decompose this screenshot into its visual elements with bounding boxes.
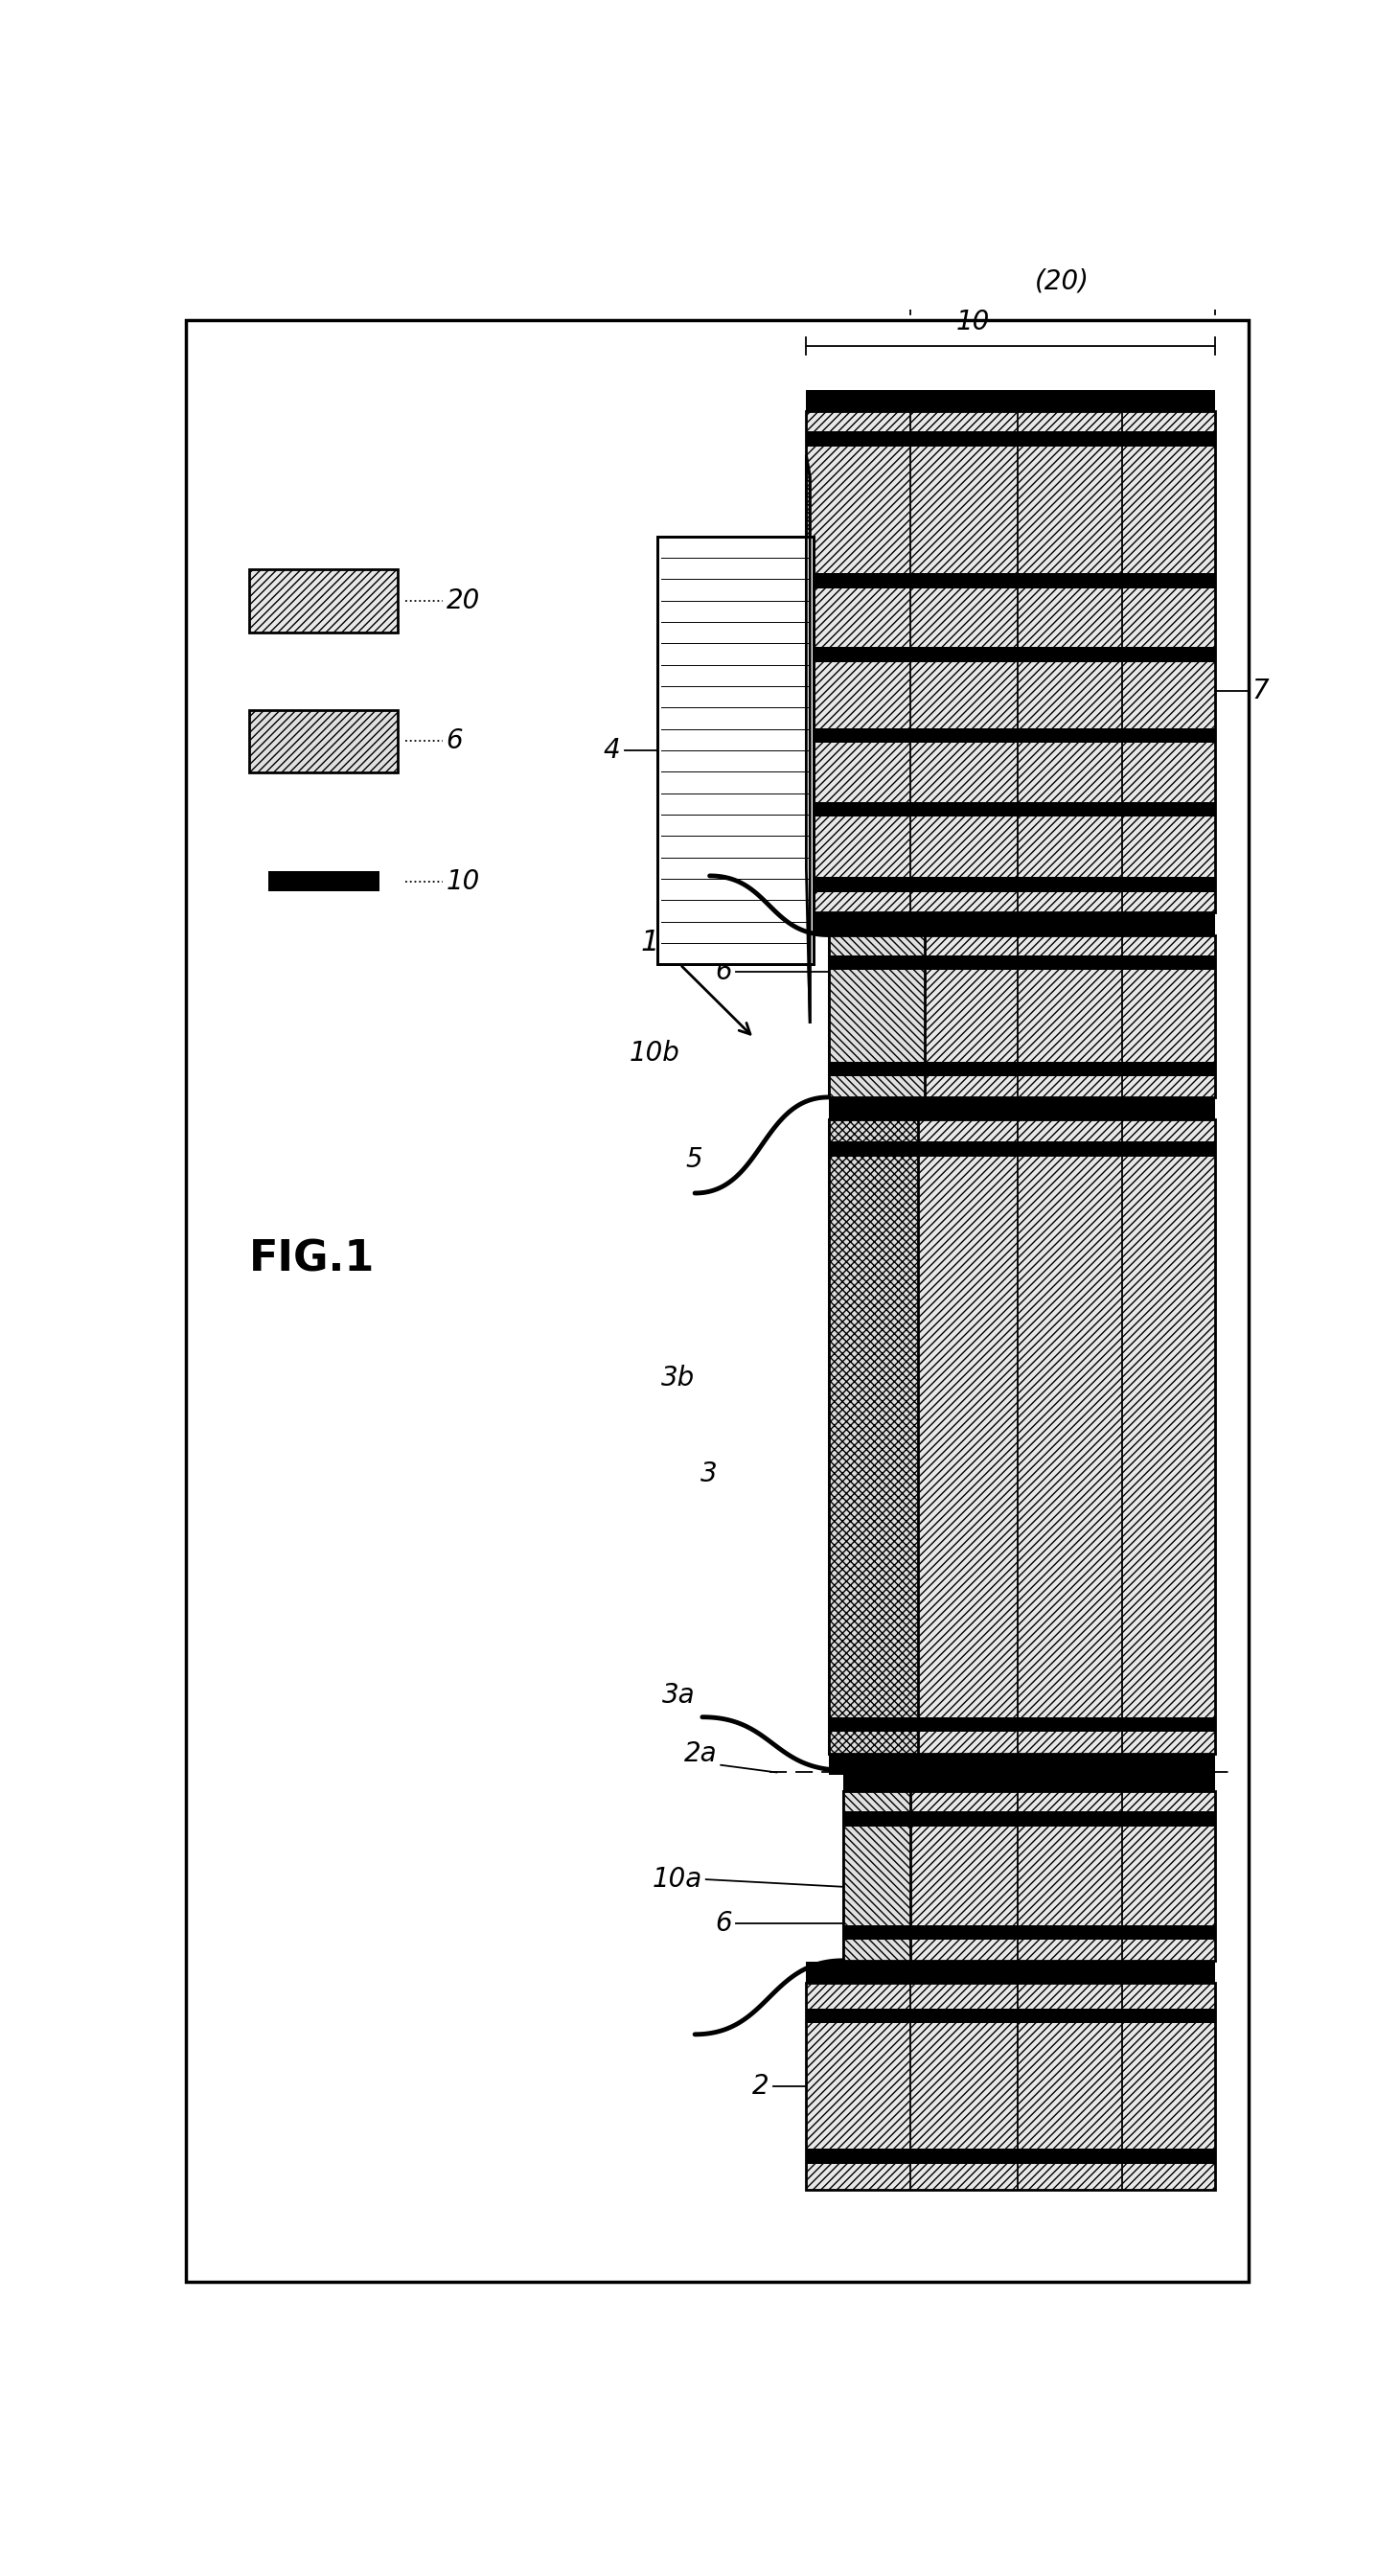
Text: 10: 10 xyxy=(956,309,990,335)
Bar xyxy=(249,569,398,631)
Bar xyxy=(658,536,813,963)
Bar xyxy=(267,871,379,891)
Bar xyxy=(843,1770,1215,1790)
Bar xyxy=(829,1718,1215,1731)
Text: 2: 2 xyxy=(752,2074,769,2099)
Text: 20: 20 xyxy=(447,587,480,616)
Text: 4: 4 xyxy=(603,737,620,765)
Bar xyxy=(829,1100,1215,1121)
Bar xyxy=(829,1061,1215,1077)
Text: 1: 1 xyxy=(641,927,659,956)
Text: 6: 6 xyxy=(447,729,463,755)
Bar xyxy=(829,1121,1215,1754)
Bar xyxy=(249,711,398,773)
Bar xyxy=(806,574,1215,587)
Bar xyxy=(806,392,1215,412)
Text: 3b: 3b xyxy=(661,1365,694,1391)
Bar xyxy=(829,935,925,1097)
Bar xyxy=(806,2148,1215,2164)
Bar xyxy=(843,1790,910,1960)
Text: 6: 6 xyxy=(715,1911,732,1937)
Bar xyxy=(806,729,1215,742)
Bar xyxy=(806,912,1215,933)
Bar xyxy=(806,647,1215,662)
Text: (20): (20) xyxy=(1035,268,1089,294)
Bar xyxy=(806,1984,1215,2190)
Text: FIG.1: FIG.1 xyxy=(249,1239,375,1280)
Bar xyxy=(658,536,813,963)
Text: 3a: 3a xyxy=(662,1682,694,1708)
Text: 10: 10 xyxy=(447,868,480,894)
Text: 5: 5 xyxy=(686,1146,703,1172)
Bar xyxy=(843,1811,1215,1826)
Bar xyxy=(806,433,1215,446)
Bar xyxy=(829,935,1215,1097)
Bar xyxy=(829,1121,917,1754)
Bar xyxy=(829,1097,1215,1118)
Bar xyxy=(806,878,1215,891)
Polygon shape xyxy=(806,456,811,1023)
Bar xyxy=(843,1790,1215,1960)
Bar xyxy=(806,1963,1215,1984)
Text: 10b: 10b xyxy=(630,1041,680,1066)
Text: 7: 7 xyxy=(1252,677,1268,706)
Bar xyxy=(829,914,1215,935)
Text: 6: 6 xyxy=(715,958,732,984)
Bar xyxy=(829,1141,1215,1157)
Bar xyxy=(829,956,1215,971)
Bar xyxy=(829,1754,1215,1775)
Bar xyxy=(806,801,1215,817)
Bar xyxy=(843,1924,1215,1940)
Bar xyxy=(806,2009,1215,2022)
Text: 10a: 10a xyxy=(652,1865,703,1893)
Bar xyxy=(806,412,1215,912)
Text: 3: 3 xyxy=(700,1461,717,1486)
Text: 2a: 2a xyxy=(685,1741,717,1767)
